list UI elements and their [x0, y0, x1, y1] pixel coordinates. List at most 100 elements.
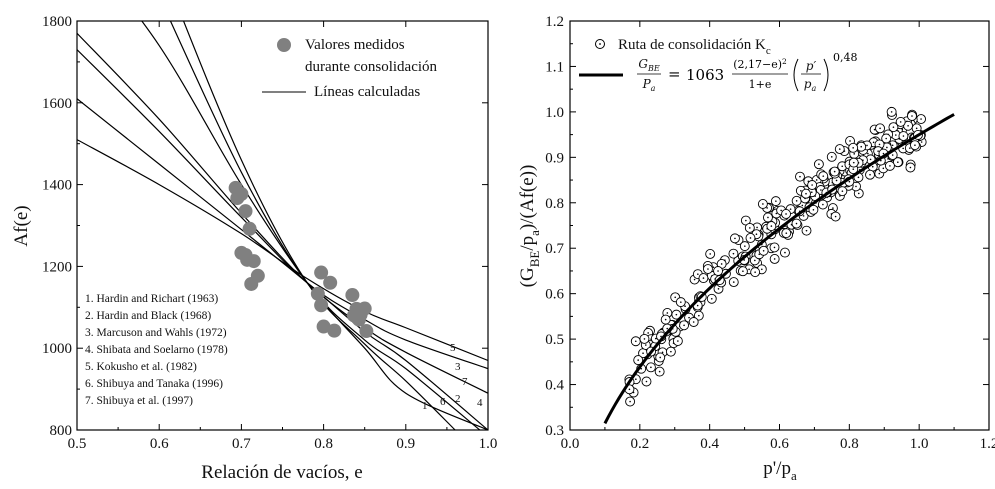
- reference-2: 2. Hardin and Black (1968): [85, 310, 211, 322]
- legend-measured-marker: [277, 38, 291, 52]
- consolidation-point: [728, 248, 739, 259]
- reference-4: 4. Shibata and Soelarno (1978): [85, 344, 228, 356]
- right-y-tick-label: 1.2: [545, 14, 564, 30]
- consolidation-point: [817, 199, 828, 210]
- eq-coefficient: 1063: [686, 66, 724, 84]
- consolidation-point: [781, 228, 792, 239]
- consolidation-point: [791, 195, 802, 206]
- left-y-tick-label: 1600: [42, 96, 72, 112]
- left-plot-area: [77, 21, 488, 430]
- consolidation-point: [641, 376, 652, 387]
- eq-frac2-num: (2,17−e)2: [733, 57, 787, 71]
- right-y-tick-label: 0.9: [545, 150, 564, 166]
- consolidation-point: [769, 242, 780, 253]
- line-label-1: 1: [422, 400, 428, 412]
- consolidation-point: [688, 317, 699, 327]
- right-y-axis-label: (GBE/pa)/(Af(e)): [517, 165, 542, 288]
- right-x-tick-label: 0.2: [630, 436, 649, 452]
- measured-point: [359, 324, 374, 339]
- reference-6: 6. Shibuya and Tanaka (1996): [85, 378, 223, 390]
- right-y-tick-label: 0.3: [545, 423, 564, 439]
- measured-points: [228, 180, 374, 339]
- consolidation-point: [909, 140, 920, 151]
- calculated-line-5: [77, 139, 488, 362]
- right-x-tick-label: 0.4: [700, 436, 719, 452]
- left-legend: Valores medidos durante consolidación Lí…: [262, 37, 438, 100]
- left-y-tick-label: 1800: [42, 14, 72, 30]
- measured-point: [234, 187, 249, 202]
- left-x-tick-label: 0.9: [396, 436, 415, 452]
- right-chart: 0.0 0.2 0.4 0.6 0.8 1.0 1.2 0.3 0.4 0.5 0.6 0.7 0.8 0…: [517, 14, 995, 483]
- left-x-tick-label: 0.5: [68, 436, 87, 452]
- left-y-tick-label: 1200: [42, 259, 72, 275]
- left-x-axis-label: Relación de vacíos, e: [201, 462, 362, 483]
- consolidation-point: [744, 222, 755, 233]
- consolidation-point: [758, 245, 769, 256]
- consolidation-point: [645, 362, 656, 373]
- consolidation-point: [834, 144, 845, 155]
- legend-scatter-label: Ruta de consolidación Kc: [618, 37, 771, 57]
- consolidation-point: [757, 199, 768, 209]
- fit-curve: [603, 113, 955, 425]
- legend-measured-label-1: Valores medidos: [305, 37, 405, 53]
- consolidation-point: [830, 211, 841, 222]
- measured-point: [327, 323, 342, 338]
- measured-point: [244, 276, 259, 291]
- consolidation-point: [795, 171, 805, 182]
- consolidation-point: [808, 204, 819, 215]
- left-x-tick-label: 1.0: [479, 436, 498, 452]
- right-x-tick-label: 1.2: [980, 436, 995, 452]
- consolidation-point: [837, 186, 848, 197]
- line-label-6: 6: [440, 396, 446, 408]
- consolidation-point: [737, 266, 748, 277]
- left-y-tick-label: 800: [50, 423, 73, 439]
- fit-equation: GBE Pa = 1063 (2,17−e)2 1+e p′ pa 0,48: [637, 51, 858, 93]
- reference-list: 1. Hardin and Richart (1963) 2. Hardin a…: [85, 293, 228, 407]
- right-y-tick-label: 0.6: [545, 287, 564, 303]
- consolidation-point: [892, 157, 903, 168]
- consolidation-point: [848, 142, 859, 153]
- consolidation-point: [750, 267, 761, 278]
- right-y-tick-label: 0.5: [545, 332, 564, 348]
- consolidation-point: [886, 106, 897, 117]
- measured-point: [242, 221, 257, 236]
- consolidation-point: [625, 396, 636, 407]
- consolidation-point: [654, 366, 665, 377]
- consolidation-point: [693, 310, 704, 321]
- calculated-lines: [77, 21, 488, 430]
- right-x-tick-label: 0.6: [770, 436, 789, 452]
- consolidation-point: [728, 277, 739, 288]
- consolidation-point: [705, 248, 716, 259]
- reference-1: 1. Hardin and Richart (1963): [85, 293, 218, 305]
- consolidation-point: [769, 253, 780, 264]
- eq-exponent: 0,48: [833, 51, 858, 64]
- consolidation-point: [865, 169, 875, 180]
- eq-paren-right: [823, 58, 829, 92]
- consolidation-point: [875, 123, 886, 134]
- consolidation-point: [807, 180, 818, 190]
- consolidation-point: [895, 116, 906, 127]
- measured-point: [357, 301, 372, 316]
- consolidation-points: [624, 106, 927, 407]
- legend-scatter-marker: [595, 39, 605, 49]
- consolidation-point: [679, 320, 690, 331]
- consolidation-point: [762, 212, 773, 223]
- eq-frac3-den: pa: [804, 77, 817, 93]
- calculated-line-7: [77, 32, 488, 394]
- right-y-tick-label: 1.1: [545, 59, 564, 75]
- calculated-line-6: [141, 21, 488, 430]
- consolidation-point: [791, 218, 802, 229]
- consolidation-point: [907, 111, 917, 121]
- measured-point: [314, 265, 329, 280]
- consolidation-point: [881, 133, 892, 144]
- consolidation-point: [848, 157, 859, 168]
- right-ticks: 0.0 0.2 0.4 0.6 0.8 1.0 1.2 0.3 0.4 0.5 0.6 0.7 0.8 0…: [545, 14, 995, 452]
- left-ticks: 0.5 0.6 0.7 0.8 0.9 1.0 800 1000 1200 1400 1600 180…: [42, 14, 497, 452]
- eq-frac2-den: 1+e: [749, 78, 772, 91]
- measured-point: [310, 286, 325, 301]
- left-chart: 0.5 0.6 0.7 0.8 0.9 1.0 800 1000 1200 1400 1600 180…: [11, 14, 497, 483]
- measured-point: [314, 298, 329, 313]
- left-y-axis-label: Af(e): [11, 205, 32, 246]
- consolidation-point: [780, 247, 790, 258]
